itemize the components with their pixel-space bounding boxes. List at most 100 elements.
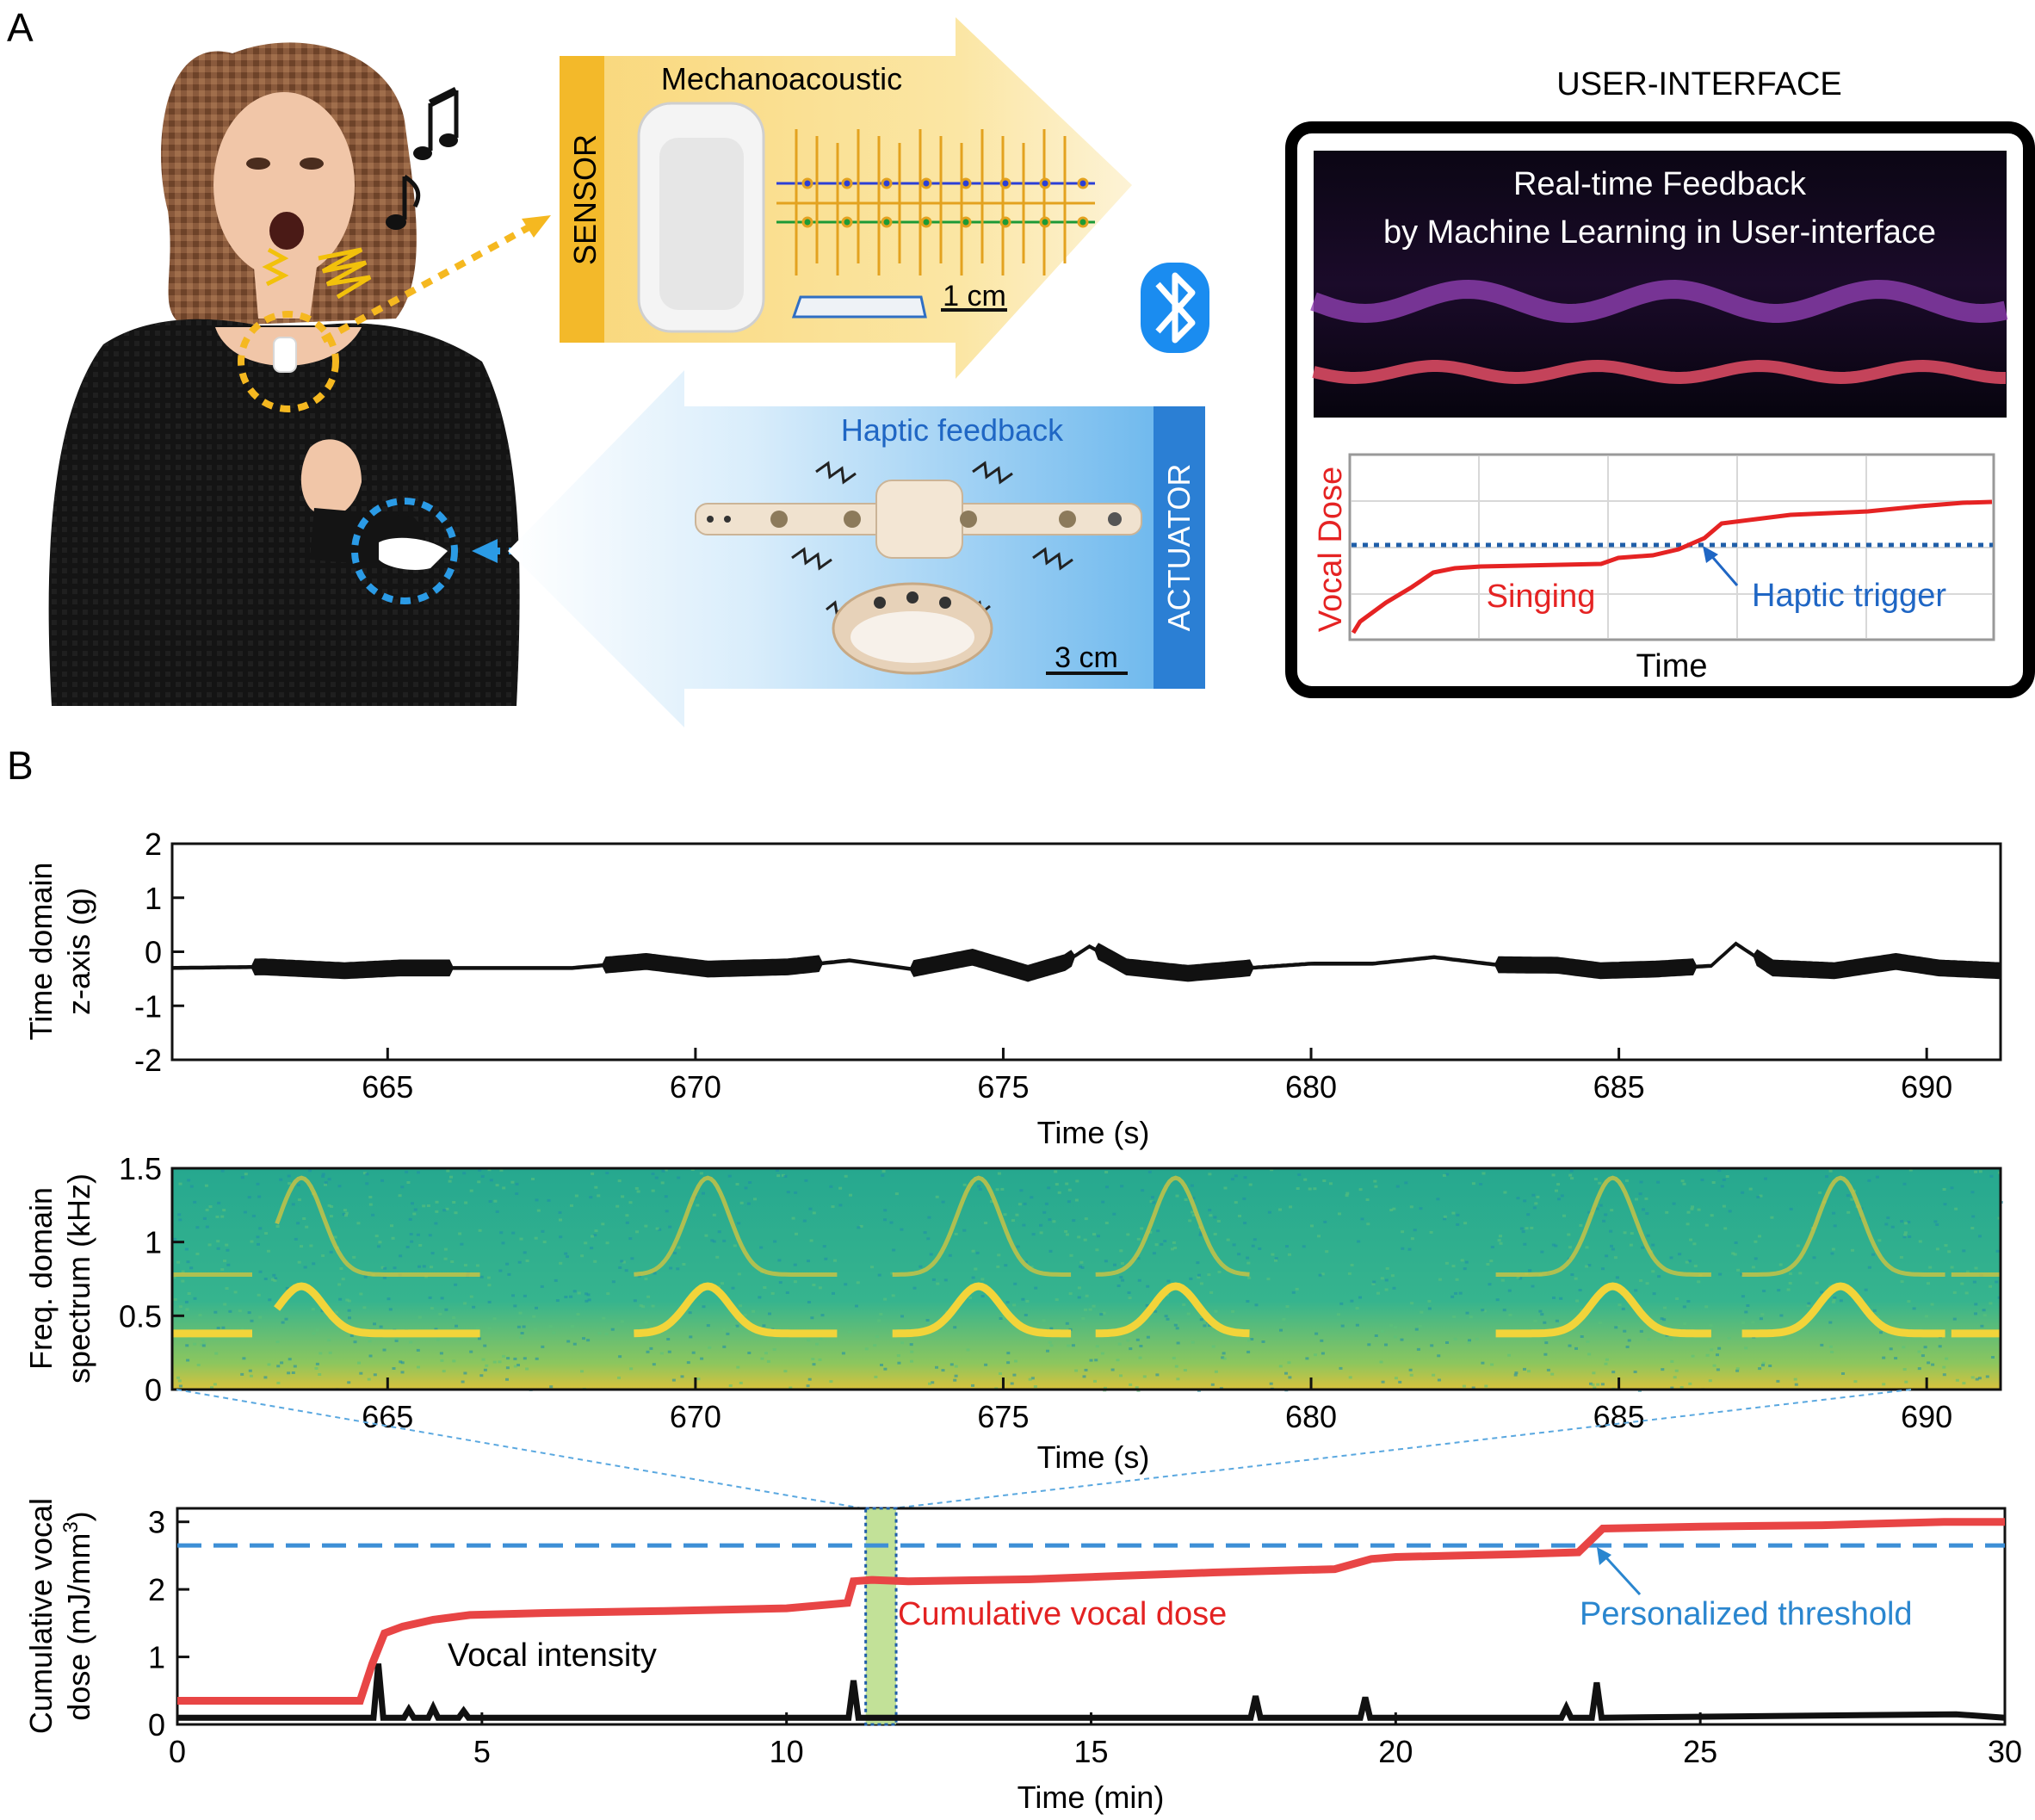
spectrum-noise [519,1237,523,1241]
sp-xtick-label: 690 [1901,1399,1952,1434]
spectrum-noise [515,1182,519,1185]
td-xtick-label: 690 [1901,1069,1952,1105]
spectrum-noise [1222,1352,1226,1355]
spectrum-noise [1970,1227,1975,1229]
trace-dot [920,177,932,189]
spectrum-noise [256,1182,260,1185]
trace-dot [920,216,932,228]
spectrum-noise [702,1305,706,1309]
spectrum-noise [359,1292,363,1296]
spectrum-noise [1217,1271,1222,1273]
spectrum-noise [1962,1382,1966,1385]
spectrum-noise [809,1239,813,1242]
spectrum-noise [1942,1188,1946,1191]
spectrum-noise [1222,1357,1227,1360]
spectrum-noise [258,1227,263,1230]
spectrum-noise [1253,1238,1257,1241]
spectrum-noise [263,1376,268,1379]
spectrum-noise [1761,1361,1766,1365]
spectrum-noise [187,1179,191,1182]
sp-xtick-label: 665 [362,1399,413,1434]
spectrum-noise [1455,1278,1459,1281]
spectrum-noise [374,1235,379,1238]
spectrum-noise [347,1381,351,1384]
panel-b-label: B [7,743,34,788]
spectrum-noise [1971,1215,1976,1218]
spectrum-noise [1942,1373,1946,1377]
spectrum-noise [1900,1280,1904,1284]
spectrum-noise [178,1218,182,1222]
spectrum-noise [1400,1338,1404,1341]
spectrum-noise [1779,1314,1784,1317]
spectrum-noise [572,1342,577,1346]
spectrum-noise [178,1305,182,1309]
spectrum-noise [688,1311,692,1315]
spectrum-noise [1207,1273,1211,1277]
spectrum-noise [1964,1291,1969,1295]
spectrum-noise [844,1174,848,1178]
spectrum-noise [1189,1277,1193,1280]
spectrum-noise [766,1359,770,1363]
spectrum-noise [1825,1175,1828,1179]
spectrum-noise [378,1241,382,1244]
dose-xtick-label: 25 [1683,1734,1717,1769]
spectrum-noise [328,1351,332,1354]
spectrum-noise [495,1210,499,1213]
spectrum-noise [847,1330,851,1334]
spectrum-noise [875,1335,879,1339]
spectrum-noise [1651,1270,1655,1273]
spectrum-noise [257,1293,261,1297]
spectrum-noise [382,1276,387,1279]
spectrum-noise [1575,1299,1580,1303]
spectrum-noise [1660,1317,1664,1321]
spectrum-noise [974,1267,978,1271]
spectrum-noise [746,1202,751,1205]
zoom-line-left [176,1389,863,1509]
sensor-title: Mechanoacoustic [661,61,902,96]
spectrum-noise [1788,1272,1792,1275]
spectrum-noise [487,1300,492,1303]
spectrum-noise [807,1260,810,1263]
spectrum-noise [996,1265,1000,1268]
spectrum-noise [748,1181,752,1184]
spectrum-noise [1135,1386,1139,1390]
spectrum-noise [1451,1211,1456,1215]
spectrum-noise [1665,1210,1669,1214]
spectrum-noise [1450,1295,1455,1298]
spectrum-noise [664,1168,668,1172]
spectrum-noise [584,1241,588,1245]
spectrum-noise [1514,1371,1519,1375]
spectrum-noise [1662,1318,1667,1322]
spectrum-noise [213,1383,217,1386]
spectrum-noise [273,1278,277,1282]
dose-ylabel-line1: Cumulative vocal [23,1498,59,1734]
spectrum-fundamental [1741,1282,1945,1338]
spectrum-noise [1373,1179,1377,1183]
spectrum-noise [1670,1386,1674,1390]
spectrum-noise [591,1172,595,1175]
spectrum-noise [1278,1365,1283,1368]
spectrum-noise [577,1291,581,1295]
spectrum-noise [1523,1242,1527,1246]
spectrum-noise [762,1324,766,1328]
spectrum-noise [439,1352,443,1355]
spectrum-noise [195,1253,200,1255]
spectrum-noise [558,1210,562,1214]
spectrum-noise [531,1178,535,1180]
spectrum-noise [1048,1340,1052,1344]
spectrum-noise [1586,1340,1590,1343]
spectrum-noise [409,1340,413,1344]
ui-banner-line1: Real-time Feedback [1513,166,1807,202]
spectrum-noise [572,1290,577,1293]
spectrum-noise [948,1254,952,1257]
spectrum-noise [516,1364,520,1367]
spectrum-noise [708,1346,712,1349]
spectrum-noise [1543,1321,1547,1324]
spectrum-noise [284,1317,288,1321]
spectrum-noise [1049,1327,1054,1330]
spectrum-noise [1052,1220,1056,1223]
spectrum-noise [1797,1331,1801,1334]
spectrum-noise [1101,1200,1105,1204]
spectrum-noise [1226,1238,1230,1241]
spectrum-noise [1559,1297,1563,1300]
